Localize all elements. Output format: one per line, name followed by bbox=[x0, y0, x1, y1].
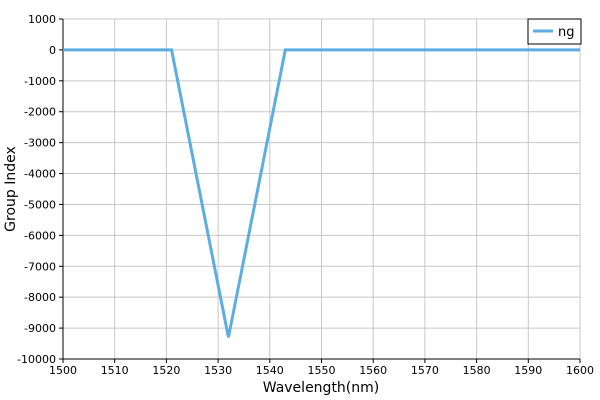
series-layer bbox=[62, 48, 581, 338]
x-tick-label-1590: 1590 bbox=[514, 364, 542, 377]
legend: ng bbox=[527, 18, 582, 45]
y-tick-label--6000: -6000 bbox=[24, 229, 56, 242]
x-tick-label-1560: 1560 bbox=[359, 364, 387, 377]
axes bbox=[59, 18, 581, 363]
y-tick-label--1000: -1000 bbox=[24, 75, 56, 88]
y-tick-label--8000: -8000 bbox=[24, 291, 56, 304]
y-tick-label--2000: -2000 bbox=[24, 106, 56, 119]
y-tick-label--7000: -7000 bbox=[24, 260, 56, 273]
y-tick-label--3000: -3000 bbox=[24, 137, 56, 150]
x-tick-label-1510: 1510 bbox=[101, 364, 129, 377]
y-tick-label--10000: -10000 bbox=[17, 353, 56, 366]
y-axis-title: Group Index bbox=[3, 146, 19, 232]
x-tick-label-1520: 1520 bbox=[152, 364, 180, 377]
x-tick-label-1580: 1580 bbox=[463, 364, 491, 377]
y-tick-labels: 1000 0 -1000 -2000 -3000 -4000 -5000 -6000 -7000… bbox=[17, 13, 56, 366]
x-tick-label-1540: 1540 bbox=[256, 364, 284, 377]
legend-label-ng: ng bbox=[558, 25, 575, 40]
x-tick-label-1550: 1550 bbox=[308, 364, 336, 377]
y-tick-label--5000: -5000 bbox=[24, 198, 56, 211]
y-tick-label-1000: 1000 bbox=[28, 13, 56, 26]
x-tick-label-1530: 1530 bbox=[204, 364, 232, 377]
x-tick-labels: 1500 1510 1520 1530 1540 1550 1560 1570 1580 1590… bbox=[49, 364, 594, 377]
x-tick-label-1600: 1600 bbox=[566, 364, 594, 377]
x-tick-label-1500: 1500 bbox=[49, 364, 77, 377]
x-axis-title: Wavelength(nm) bbox=[263, 380, 379, 396]
grid-lines bbox=[62, 18, 581, 360]
x-tick-label-1570: 1570 bbox=[411, 364, 439, 377]
y-tick-label-0: 0 bbox=[49, 44, 56, 57]
y-tick-label--9000: -9000 bbox=[24, 322, 56, 335]
y-tick-label--4000: -4000 bbox=[24, 168, 56, 181]
